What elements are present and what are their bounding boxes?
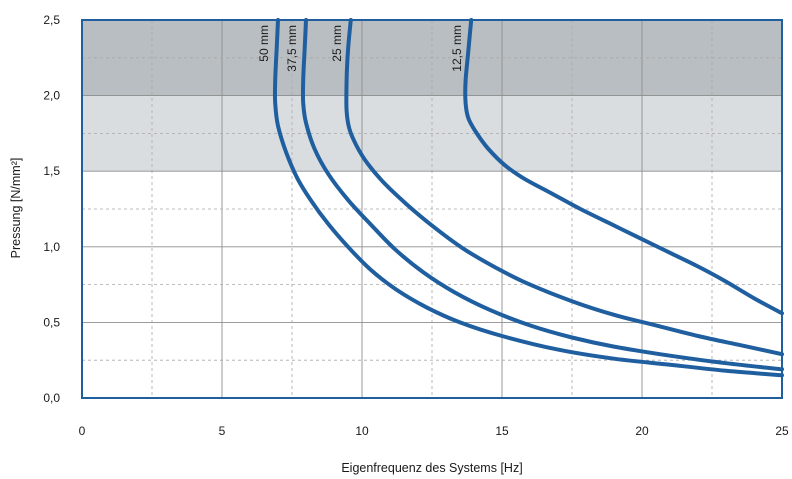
x-tick-labels: 0 5 10 15 20 25 — [79, 424, 789, 438]
x-axis-title: Eigenfrequenz des Systems [Hz] — [341, 461, 522, 475]
x-tick-label: 5 — [219, 424, 226, 438]
x-tick-label: 20 — [635, 424, 649, 438]
series-line-1 — [300, 18, 784, 372]
x-tick-label: 0 — [79, 424, 86, 438]
y-tick-labels: 0,0 0,5 1,0 1,5 2,0 2,5 — [43, 13, 60, 405]
y-tick-label: 1,0 — [43, 240, 60, 254]
grid-lines — [82, 20, 782, 398]
curve-label-2: 25 mm — [330, 25, 344, 62]
y-tick-label: 2,0 — [43, 89, 60, 103]
y-tick-label: 1,5 — [43, 164, 60, 178]
series-line-0 — [272, 18, 784, 378]
y-tick-label: 0,0 — [43, 391, 60, 405]
x-tick-label: 10 — [355, 424, 369, 438]
plot-frame — [81, 19, 783, 399]
y-axis-title: Pressung [N/mm²] — [9, 158, 23, 259]
series-line-2 — [344, 18, 784, 357]
y-tick-label: 0,5 — [43, 315, 60, 329]
curve-label-0: 50 mm — [257, 25, 271, 62]
x-tick-label: 25 — [775, 424, 789, 438]
series-line-3 — [463, 18, 784, 316]
plot-border — [81, 19, 783, 399]
x-tick-label: 15 — [495, 424, 509, 438]
curve-label-1: 37,5 mm — [285, 25, 299, 72]
curve-labels: 50 mm 37,5 mm 25 mm 12,5 mm — [257, 25, 464, 72]
curve-label-3: 12,5 mm — [450, 25, 464, 72]
series-lines — [272, 18, 784, 378]
y-tick-label: 2,5 — [43, 13, 60, 27]
